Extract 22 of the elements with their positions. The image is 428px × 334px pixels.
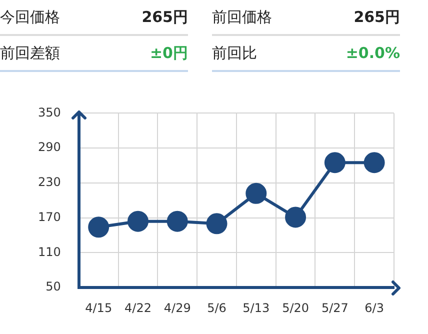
y-tick-label: 230: [38, 175, 61, 190]
y-tick-label: 170: [38, 210, 61, 224]
text: 前回価格: [212, 8, 272, 26]
x-tick-label: 6/3: [364, 300, 384, 315]
x-tick-label: 5/13: [242, 300, 270, 315]
x-tick-label: 5/6: [207, 300, 226, 315]
x-tick-label: 4/22: [124, 300, 152, 315]
x-tick-label: 4/15: [85, 300, 112, 315]
text: 前回差額: [0, 44, 60, 62]
y-tick-label: 350: [38, 105, 61, 120]
x-tick-label: 5/20: [282, 300, 310, 315]
text: ±0.0%: [346, 44, 400, 62]
text: 265円: [354, 8, 400, 26]
text: ±0円: [150, 44, 188, 62]
text: 265円: [142, 8, 188, 26]
y-tick-label: 50: [46, 280, 61, 294]
y-tick-label: 290: [38, 140, 61, 154]
x-tick-label: 4/29: [164, 300, 191, 315]
text: 今回価格: [0, 8, 60, 26]
text: 前回比: [212, 44, 257, 62]
x-tick-label: 5/27: [321, 300, 348, 315]
y-tick-label: 110: [38, 244, 61, 259]
